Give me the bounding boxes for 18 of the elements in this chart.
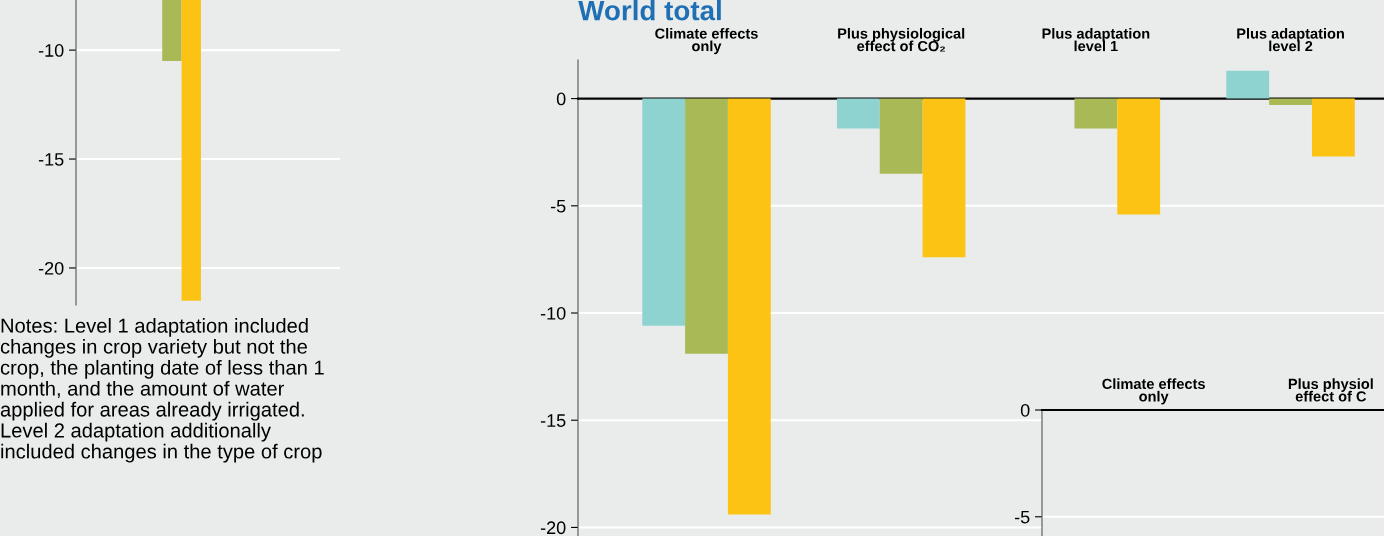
y-tick-label: -20 bbox=[38, 261, 64, 275]
y-tick-label: -15 bbox=[540, 414, 566, 427]
x-tick-label: Plus physiol effect of C bbox=[1288, 378, 1373, 402]
y-tick-label: -10 bbox=[540, 306, 566, 320]
y-tick-label: -5 bbox=[1014, 510, 1030, 524]
x-tick-label: Plus adaptation level 2 bbox=[1237, 28, 1344, 52]
chart-title: World total bbox=[578, 0, 721, 21]
y-tick-label: 0 bbox=[556, 92, 566, 106]
y-tick-label: -20 bbox=[540, 521, 566, 535]
x-tick-label: Climate effects only bbox=[1102, 378, 1205, 405]
y-tick-label: -15 bbox=[38, 153, 64, 166]
text: Notes: Level 1 adaptation included changes in crop variety but not the crop, the planting date of less than 1 month, and the amount of water applied for areas already irrigated. Level 2 adaptation additionally included changes in the type of crop bbox=[0, 318, 324, 463]
y-tick-label: -5 bbox=[550, 199, 566, 213]
x-tick-label: Climate effects only bbox=[655, 28, 758, 55]
y-tick-label: -10 bbox=[38, 44, 64, 57]
x-tick-label: Plus adaptation level 1 bbox=[1042, 28, 1150, 52]
y-tick-label: 0 bbox=[1020, 403, 1030, 417]
x-tick-label: Plus physiological effect of CO₂ bbox=[838, 27, 965, 52]
